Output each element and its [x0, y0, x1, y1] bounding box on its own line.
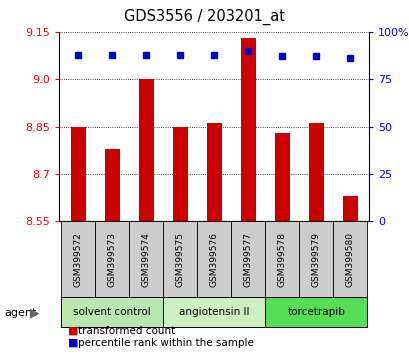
Text: agent: agent — [4, 308, 36, 318]
FancyBboxPatch shape — [61, 297, 163, 327]
Text: GSM399575: GSM399575 — [175, 232, 184, 287]
FancyBboxPatch shape — [265, 297, 366, 327]
Text: GDS3556 / 203201_at: GDS3556 / 203201_at — [124, 9, 285, 25]
FancyBboxPatch shape — [333, 221, 366, 297]
Text: transformed count: transformed count — [78, 326, 175, 336]
Bar — [342, 196, 357, 221]
Bar — [70, 127, 85, 221]
Text: GSM399574: GSM399574 — [142, 232, 151, 287]
FancyBboxPatch shape — [95, 221, 129, 297]
FancyBboxPatch shape — [61, 221, 95, 297]
Text: GSM399578: GSM399578 — [277, 232, 286, 287]
Text: GSM399580: GSM399580 — [345, 232, 354, 287]
Bar — [240, 38, 255, 221]
FancyBboxPatch shape — [299, 221, 333, 297]
FancyBboxPatch shape — [163, 221, 197, 297]
Text: GSM399572: GSM399572 — [74, 232, 83, 287]
Bar — [172, 127, 187, 221]
Bar — [308, 124, 323, 221]
Bar — [138, 79, 153, 221]
Text: percentile rank within the sample: percentile rank within the sample — [78, 338, 253, 348]
Bar — [274, 133, 289, 221]
Text: GSM399579: GSM399579 — [311, 232, 320, 287]
Text: GSM399576: GSM399576 — [209, 232, 218, 287]
Bar — [104, 149, 119, 221]
FancyBboxPatch shape — [129, 221, 163, 297]
FancyBboxPatch shape — [265, 221, 299, 297]
FancyBboxPatch shape — [231, 221, 265, 297]
Text: ■: ■ — [67, 338, 78, 348]
Text: ▶: ▶ — [29, 306, 39, 319]
Text: solvent control: solvent control — [73, 307, 151, 318]
Bar — [206, 124, 221, 221]
Text: angiotensin II: angiotensin II — [179, 307, 249, 318]
FancyBboxPatch shape — [163, 297, 265, 327]
FancyBboxPatch shape — [197, 221, 231, 297]
Text: GSM399573: GSM399573 — [108, 232, 117, 287]
Text: GSM399577: GSM399577 — [243, 232, 252, 287]
Text: torcetrapib: torcetrapib — [287, 307, 344, 318]
Text: ■: ■ — [67, 326, 78, 336]
